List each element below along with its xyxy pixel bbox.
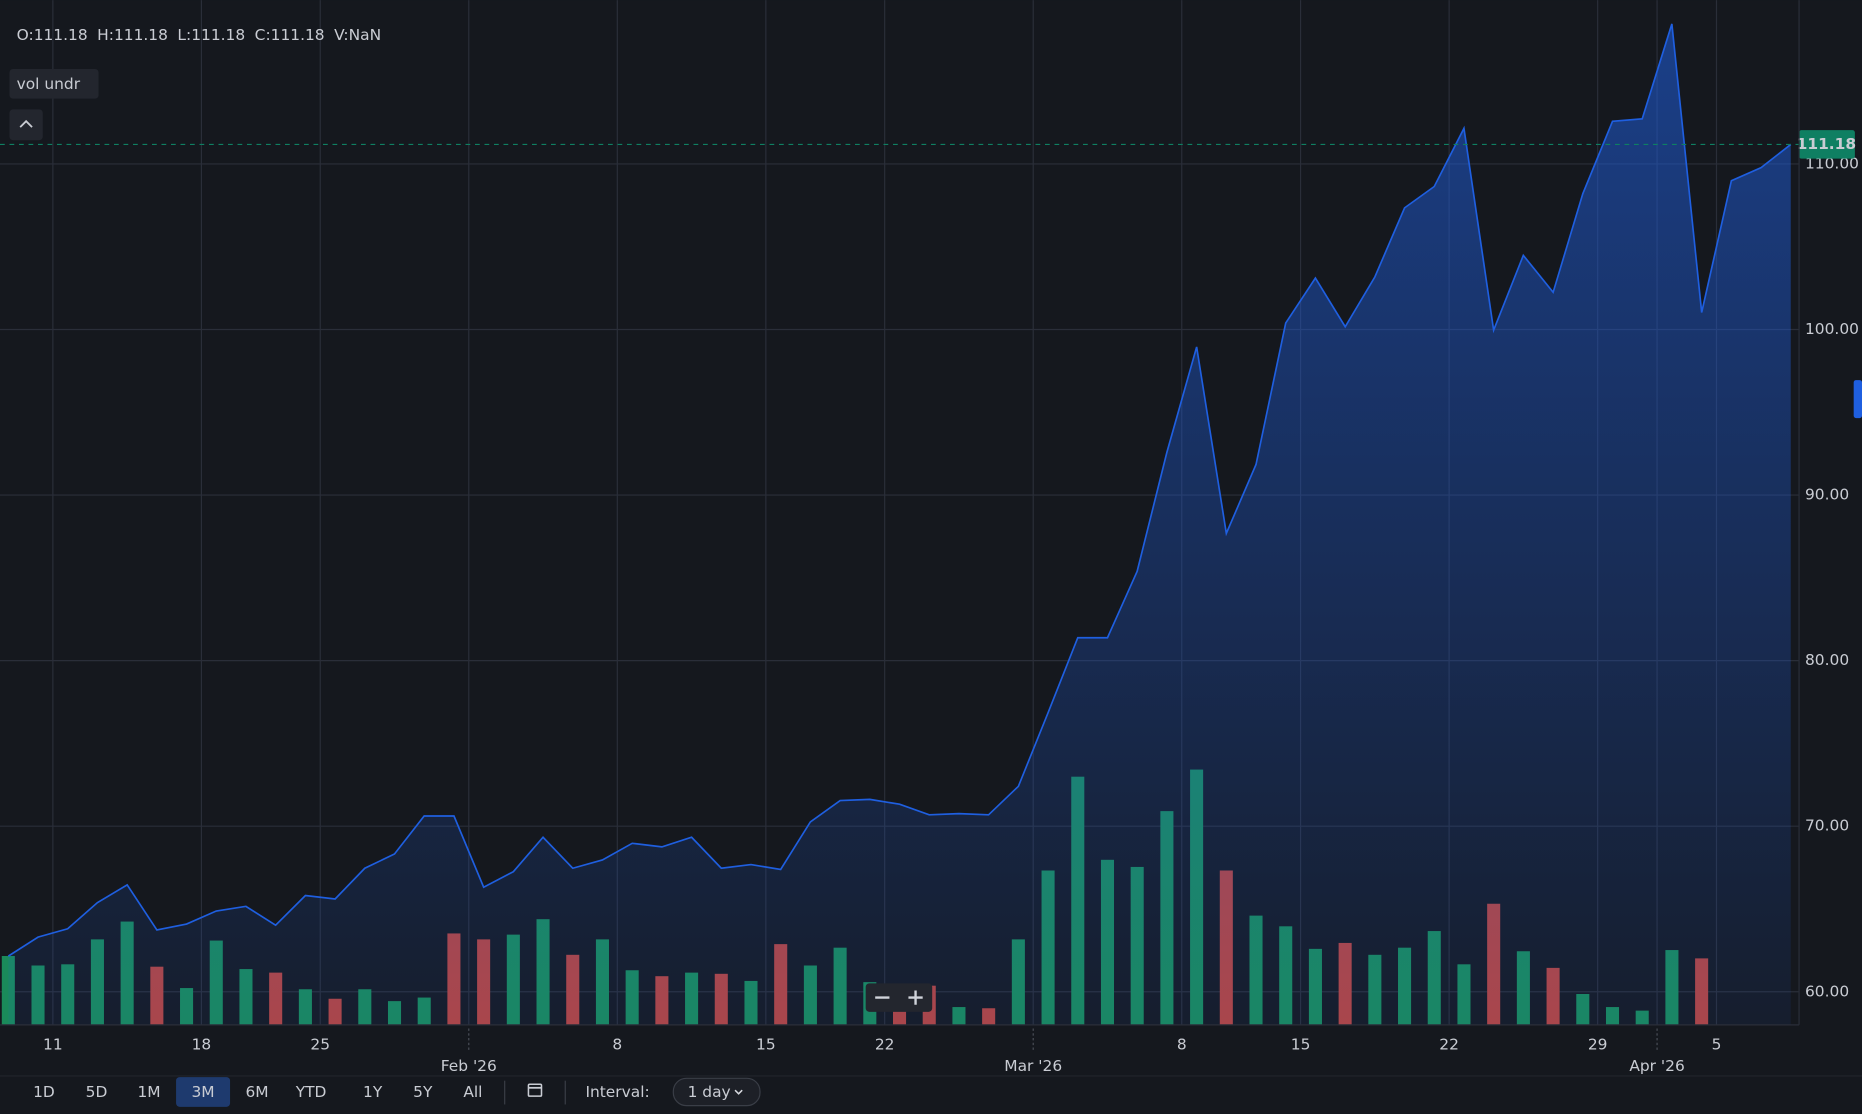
x-tick-label: 22 <box>875 1036 895 1054</box>
ohlc-item: L:111.18 <box>177 26 245 44</box>
toolbar: 1D 5D 1M 3M 6M YTD 1Y 5Y All Interval: 1 day <box>33 1077 761 1107</box>
side-handle[interactable] <box>1853 380 1862 419</box>
calendar-body <box>527 1083 543 1097</box>
area <box>8 23 1791 1025</box>
x-axis: 11 18 25 Feb '26 8 15 22 Mar '26 8 15 22 29 Apr '26 5 <box>43 1028 1721 1075</box>
range-label[interactable]: 1Y <box>363 1083 383 1101</box>
x-tick-label: Mar '26 <box>1004 1057 1062 1075</box>
range-label[interactable]: 5D <box>86 1083 108 1101</box>
x-tick-label: 8 <box>612 1036 622 1054</box>
range-label[interactable]: 3M <box>192 1083 215 1101</box>
range-button[interactable]: 5Y <box>413 1083 433 1101</box>
last-price-label: 111.18 <box>1797 135 1857 153</box>
y-tick-label: 110.00 <box>1805 154 1859 172</box>
range-label[interactable]: 1D <box>33 1083 55 1101</box>
collapse-button[interactable] <box>9 109 43 141</box>
x-tick-label: 18 <box>192 1036 212 1054</box>
interval-value[interactable]: 1 day <box>688 1083 731 1101</box>
x-tick-label: 25 <box>310 1036 330 1054</box>
collapse-icon <box>19 119 33 128</box>
x-tick-label: Apr '26 <box>1629 1057 1684 1075</box>
x-tick-label: 11 <box>43 1036 63 1054</box>
range-button[interactable]: 3M <box>176 1077 231 1107</box>
range-label[interactable]: 6M <box>246 1083 269 1101</box>
y-tick-label: 90.00 <box>1805 486 1849 504</box>
range-button[interactable]: YTD <box>295 1083 327 1101</box>
line <box>7 23 1792 957</box>
x-tick-label: 15 <box>1291 1036 1311 1054</box>
range-button[interactable]: 1D <box>33 1083 55 1101</box>
x-tick-label: 29 <box>1588 1036 1608 1054</box>
range-label[interactable]: 5Y <box>413 1083 433 1101</box>
range-label[interactable]: YTD <box>295 1083 327 1101</box>
zoom-in[interactable] <box>908 990 923 1005</box>
x-tick-label: 8 <box>1177 1036 1187 1054</box>
y-tick-label: 80.00 <box>1805 651 1849 669</box>
x-tick-label: 15 <box>756 1036 776 1054</box>
dropdown-chevron <box>734 1089 743 1095</box>
calendar-icon[interactable] <box>527 1083 543 1097</box>
plot: 111.18 <box>0 23 1857 1025</box>
x-tick-label: 22 <box>1439 1036 1459 1054</box>
interval-dropdown[interactable] <box>672 1077 761 1107</box>
last-price-tag <box>1799 130 1855 159</box>
y-tick-label: 60.00 <box>1805 982 1849 1000</box>
indicator-label[interactable]: vol undr <box>17 75 81 93</box>
ohlc-item: H:111.18 <box>97 26 168 44</box>
range-button[interactable]: 6M <box>246 1083 269 1101</box>
ohlc-item: O:111.18 <box>17 26 88 44</box>
range-selected <box>176 1077 231 1107</box>
x-tick-label: Feb '26 <box>441 1057 497 1075</box>
range-label[interactable]: 1M <box>138 1083 161 1101</box>
ohlc-item: C:111.18 <box>255 26 325 44</box>
y-tick-label: 70.00 <box>1805 817 1849 835</box>
indicator-box[interactable] <box>9 68 99 99</box>
range-button[interactable]: 1Y <box>363 1083 383 1101</box>
range-button[interactable]: 5D <box>86 1083 108 1101</box>
range-label[interactable]: All <box>463 1083 482 1101</box>
x-tick-label: 5 <box>1712 1036 1722 1054</box>
interval-label: Interval: <box>585 1083 649 1101</box>
range-button[interactable]: 1M <box>138 1083 161 1101</box>
y-tick-label: 100.00 <box>1805 320 1859 338</box>
ohlc-item: V:NaN <box>334 26 381 44</box>
ohlc-legend: O:111.18 H:111.18 L:111.18 C:111.18 V:NaN <box>17 26 382 44</box>
range-button[interactable]: All <box>463 1083 482 1101</box>
